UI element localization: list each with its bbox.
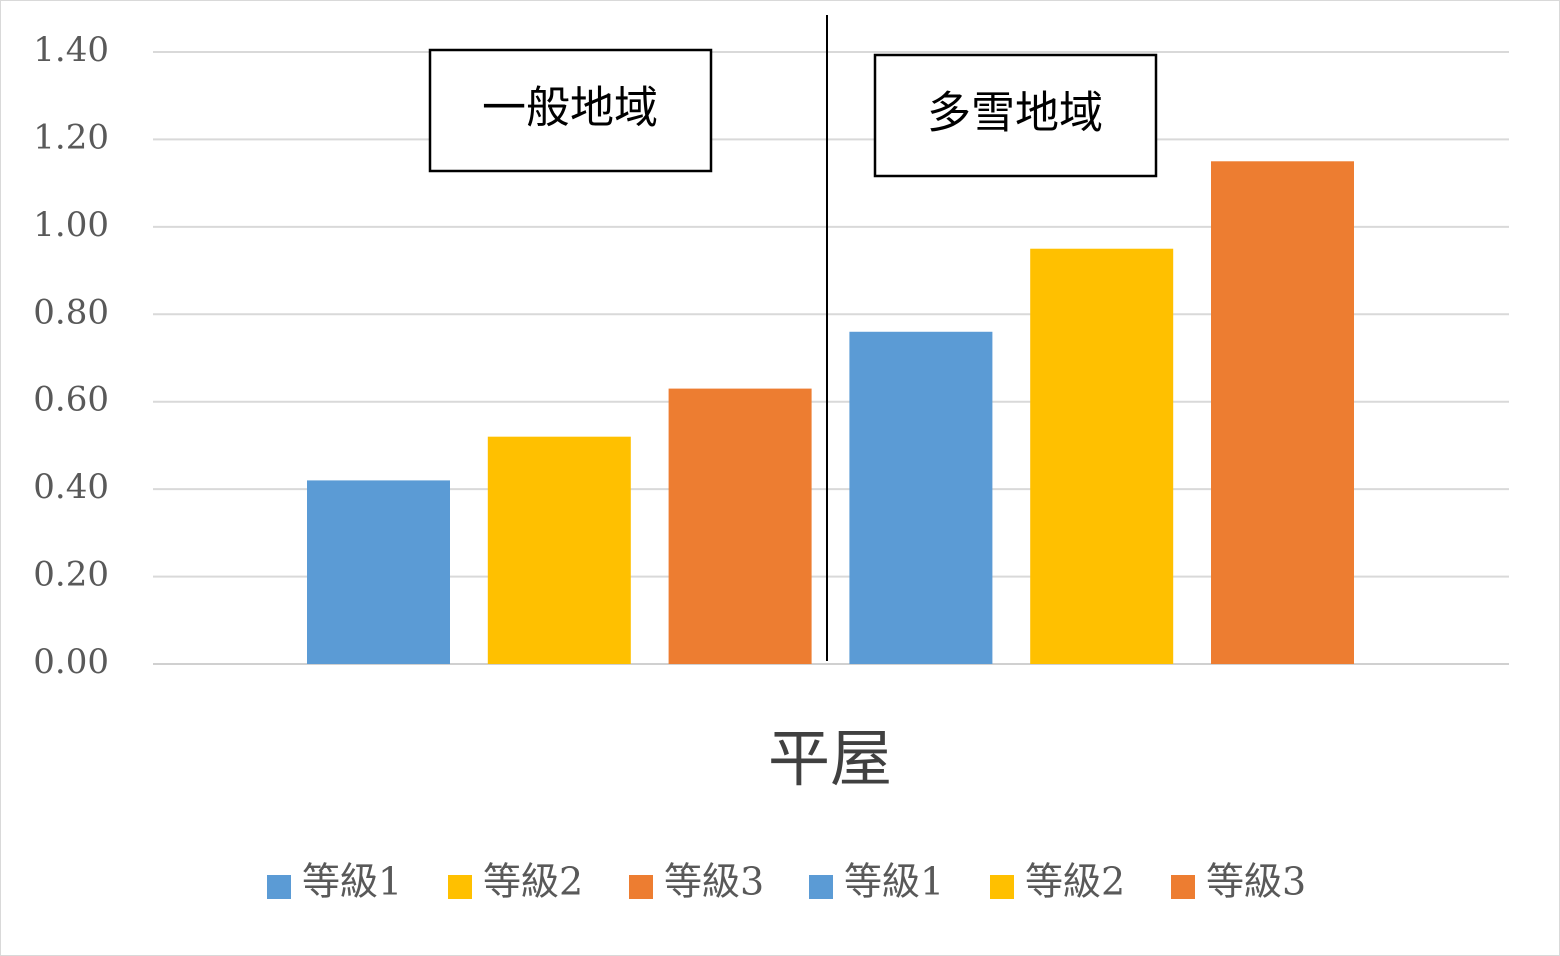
region-label-general: 一般地域 [482, 83, 658, 134]
legend-swatch [1171, 875, 1195, 899]
bar-snow-1 [849, 331, 993, 664]
region-box-general: 一般地域 [428, 48, 713, 173]
legend-label: 等級2 [1025, 860, 1125, 904]
y-tick-label: 0.00 [33, 642, 109, 682]
bar-snow-2 [1030, 248, 1174, 664]
region-box-snow: 多雪地域 [873, 53, 1158, 178]
legend-label: 等級2 [483, 860, 583, 904]
legend-label: 等級3 [1206, 860, 1306, 904]
legend-item: 等級2 [990, 860, 1125, 904]
bar-general-3 [668, 388, 812, 664]
legend: 等級1 等級2 等級3 等級1 等級2 等級3 [267, 860, 1306, 904]
legend-swatch [990, 875, 1014, 899]
legend-item: 等級2 [448, 860, 583, 904]
y-axis-ticks: 0.00 0.20 0.40 0.60 0.80 1.00 1.20 1.40 [33, 30, 109, 682]
y-tick-label: 1.00 [33, 205, 109, 245]
legend-swatch [267, 875, 291, 899]
legend-swatch [448, 875, 472, 899]
bar-general-1 [307, 480, 450, 664]
legend-label: 等級1 [302, 860, 402, 904]
bar-general-2 [487, 436, 631, 664]
y-tick-label: 0.60 [33, 380, 109, 420]
region-label-snow: 多雪地域 [927, 88, 1103, 139]
y-tick-label: 0.20 [33, 555, 109, 595]
bar-snow-3 [1211, 161, 1354, 665]
y-tick-label: 0.80 [33, 292, 109, 332]
legend-swatch [629, 875, 653, 899]
legend-item: 等級1 [809, 860, 944, 904]
legend-item: 等級3 [629, 860, 764, 904]
y-tick-label: 1.20 [33, 117, 109, 157]
y-tick-label: 0.40 [33, 467, 109, 507]
legend-swatch [809, 875, 833, 899]
x-axis-label: 平屋 [768, 722, 892, 795]
legend-item: 等級3 [1171, 860, 1306, 904]
y-tick-label: 1.40 [33, 30, 109, 70]
legend-label: 等級1 [844, 860, 944, 904]
legend-label: 等級3 [664, 860, 764, 904]
bars [307, 161, 1354, 665]
legend-item: 等級1 [267, 860, 402, 904]
